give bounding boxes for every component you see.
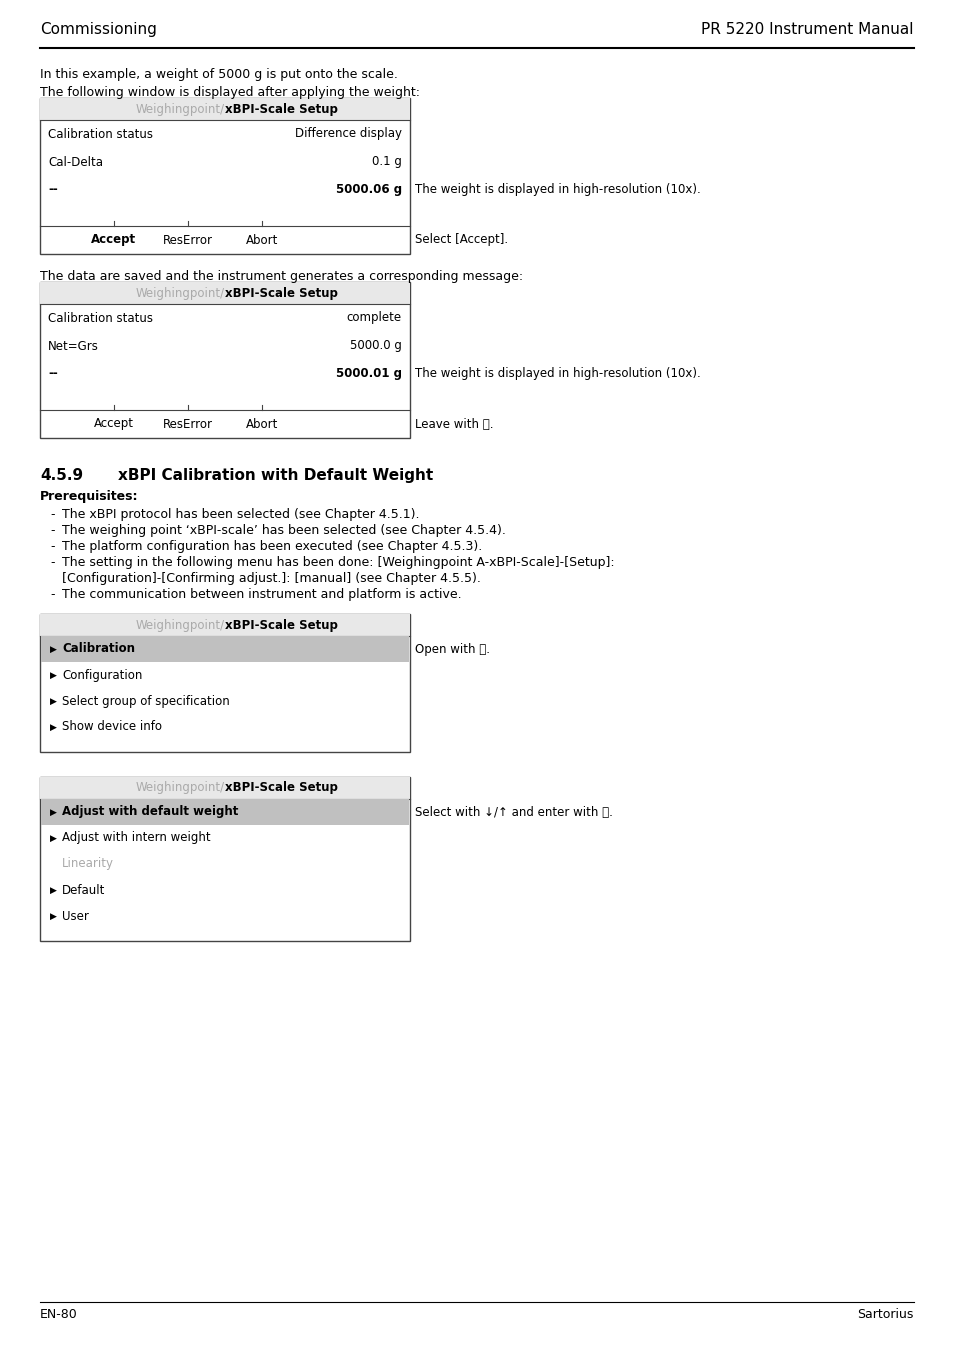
Bar	[40, 614, 410, 636]
Text: xBPI-Scale Setup: xBPI-Scale Setup	[225, 782, 337, 795]
Text: ResError: ResError	[163, 234, 213, 247]
Bar	[40, 99, 410, 254]
Text: ▶: ▶	[50, 697, 57, 706]
Bar	[41, 636, 409, 661]
Text: Commissioning: Commissioning	[40, 22, 156, 36]
Text: User: User	[62, 910, 89, 922]
Text: Net=Grs: Net=Grs	[48, 339, 99, 352]
Text: Abort: Abort	[246, 234, 278, 247]
Text: Linearity: Linearity	[62, 857, 113, 871]
Text: Select with ↓/↑ and enter with ⓞ.: Select with ↓/↑ and enter with ⓞ.	[415, 806, 612, 818]
Text: --: --	[48, 367, 58, 381]
Text: -: -	[50, 524, 54, 537]
Text: Select group of specification: Select group of specification	[62, 694, 230, 707]
Text: xBPI-Scale Setup: xBPI-Scale Setup	[225, 103, 337, 116]
Text: ▶: ▶	[50, 911, 57, 921]
Text: -: -	[50, 540, 54, 553]
Text: Leave with ⓧ.: Leave with ⓧ.	[415, 417, 493, 431]
Bar	[40, 282, 410, 304]
Text: xBPI Calibration with Default Weight: xBPI Calibration with Default Weight	[118, 468, 433, 483]
Text: -: -	[50, 508, 54, 521]
Text: --: --	[48, 184, 58, 197]
Text: The data are saved and the instrument generates a corresponding message:: The data are saved and the instrument ge…	[40, 270, 522, 284]
Text: [Configuration]-[Confirming adjust.]: [manual] (see Chapter 4.5.5).: [Configuration]-[Confirming adjust.]: [m…	[62, 572, 480, 585]
Text: Select [Accept].: Select [Accept].	[415, 234, 508, 247]
Text: The platform configuration has been executed (see Chapter 4.5.3).: The platform configuration has been exec…	[62, 540, 482, 553]
Text: xBPI-Scale Setup: xBPI-Scale Setup	[225, 618, 337, 632]
Text: 0.1 g: 0.1 g	[372, 155, 401, 169]
Text: Configuration: Configuration	[62, 668, 142, 682]
Text: Open with ⓞ.: Open with ⓞ.	[415, 643, 490, 656]
Text: The weighing point ‘xBPI-scale’ has been selected (see Chapter 4.5.4).: The weighing point ‘xBPI-scale’ has been…	[62, 524, 505, 537]
Text: Weighingpoint/: Weighingpoint/	[135, 103, 225, 116]
Text: ▶: ▶	[50, 807, 57, 817]
Text: Adjust with intern weight: Adjust with intern weight	[62, 832, 211, 845]
Text: complete: complete	[347, 312, 401, 324]
Text: ResError: ResError	[163, 417, 213, 431]
Text: Accept: Accept	[94, 417, 133, 431]
Text: 4.5.9: 4.5.9	[40, 468, 83, 483]
Text: xBPI-Scale Setup: xBPI-Scale Setup	[225, 286, 337, 300]
Text: 5000.06 g: 5000.06 g	[335, 184, 401, 197]
Text: The following window is displayed after applying the weight:: The following window is displayed after …	[40, 86, 419, 99]
Text: -: -	[50, 556, 54, 568]
Text: Prerequisites:: Prerequisites:	[40, 490, 138, 504]
Text: Weighingpoint/: Weighingpoint/	[135, 286, 225, 300]
Text: ▶: ▶	[50, 671, 57, 679]
Text: The communication between instrument and platform is active.: The communication between instrument and…	[62, 589, 461, 601]
Text: Sartorius: Sartorius	[857, 1308, 913, 1322]
Text: Show device info: Show device info	[62, 721, 162, 733]
Text: ▶: ▶	[50, 722, 57, 732]
Text: The weight is displayed in high-resolution (10x).: The weight is displayed in high-resoluti…	[415, 184, 700, 197]
Text: The weight is displayed in high-resolution (10x).: The weight is displayed in high-resoluti…	[415, 367, 700, 381]
Text: Adjust with default weight: Adjust with default weight	[62, 806, 238, 818]
Text: ▶: ▶	[50, 833, 57, 842]
Bar	[40, 778, 410, 941]
Text: Accept: Accept	[91, 234, 136, 247]
Text: PR 5220 Instrument Manual: PR 5220 Instrument Manual	[700, 22, 913, 36]
Text: EN-80: EN-80	[40, 1308, 77, 1322]
Text: 5000.0 g: 5000.0 g	[350, 339, 401, 352]
Text: ▶: ▶	[50, 644, 57, 653]
Text: Default: Default	[62, 883, 105, 896]
Text: Difference display: Difference display	[294, 127, 401, 140]
Text: Weighingpoint/: Weighingpoint/	[135, 782, 225, 795]
Text: ▶: ▶	[50, 886, 57, 895]
Bar	[40, 614, 410, 752]
Text: 5000.01 g: 5000.01 g	[335, 367, 401, 381]
Text: Cal-Delta: Cal-Delta	[48, 155, 103, 169]
Bar	[40, 99, 410, 120]
Text: Calibration status: Calibration status	[48, 127, 152, 140]
Text: Weighingpoint/: Weighingpoint/	[135, 618, 225, 632]
Text: The setting in the following menu has been done: [Weighingpoint A-xBPI-Scale]-[S: The setting in the following menu has be…	[62, 556, 614, 568]
Text: The xBPI protocol has been selected (see Chapter 4.5.1).: The xBPI protocol has been selected (see…	[62, 508, 419, 521]
Text: Calibration: Calibration	[62, 643, 135, 656]
Bar	[41, 799, 409, 825]
Text: Abort: Abort	[246, 417, 278, 431]
Bar	[40, 282, 410, 437]
Text: -: -	[50, 589, 54, 601]
Bar	[40, 778, 410, 799]
Text: In this example, a weight of 5000 g is put onto the scale.: In this example, a weight of 5000 g is p…	[40, 68, 397, 81]
Text: Calibration status: Calibration status	[48, 312, 152, 324]
